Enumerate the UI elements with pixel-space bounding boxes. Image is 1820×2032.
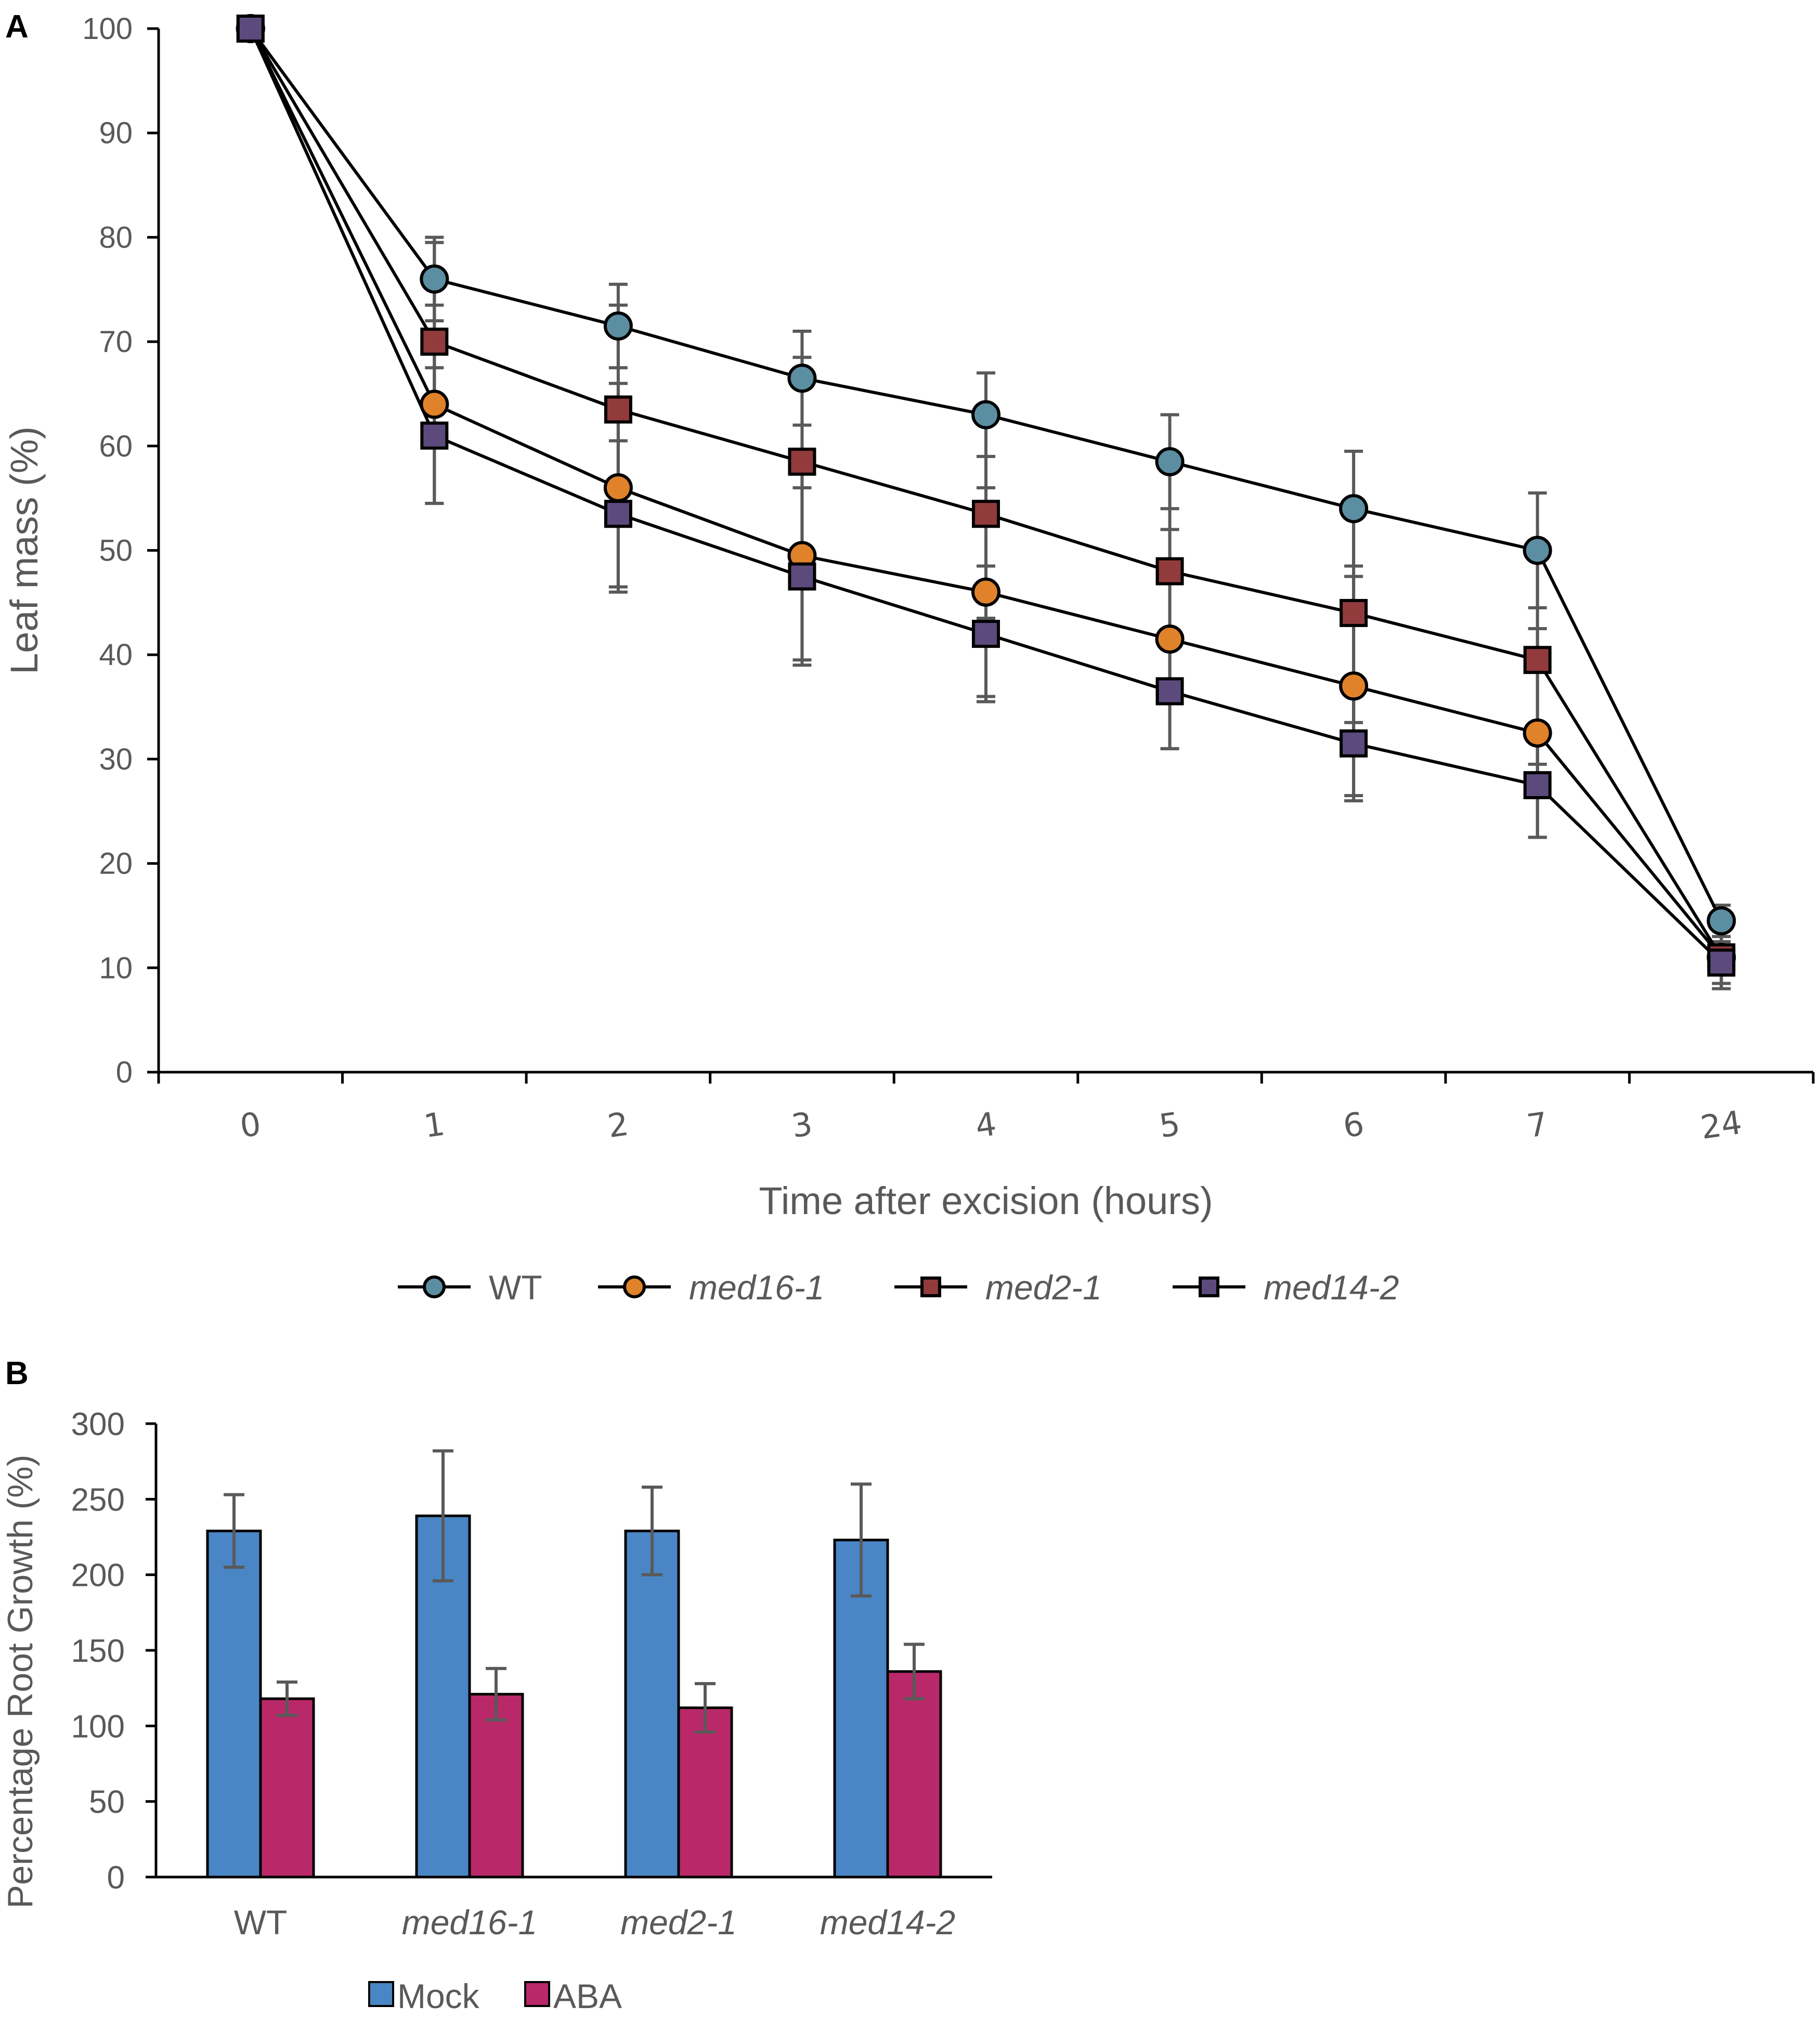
- x-tick-label: 0: [238, 1105, 263, 1145]
- point-WT-1: [420, 264, 449, 294]
- y-tick-label: 80: [99, 220, 133, 254]
- point-med2-1-2: [604, 395, 632, 424]
- bar-Mock-med2-1: [624, 1529, 680, 1879]
- y-tick-label: 300: [71, 1406, 125, 1442]
- point-med14-2-3: [788, 562, 816, 591]
- y-tick-label: 100: [82, 12, 133, 46]
- y-tick-label: 200: [71, 1558, 125, 1594]
- point-WT-3: [787, 363, 817, 393]
- point-med16-1-1: [420, 389, 449, 419]
- y-axis-title: Percentage Root Growth (%): [1, 1454, 40, 1908]
- point-med2-1-7: [1523, 646, 1552, 674]
- legend-label-ABA: ABA: [553, 1977, 622, 2015]
- point-WT-2: [603, 311, 633, 341]
- panel-label-a: A: [5, 9, 29, 45]
- y-tick-label: 50: [99, 534, 133, 568]
- legend-swatch-Mock: [368, 1981, 394, 2007]
- y-tick-label: 40: [99, 638, 133, 672]
- y-tick-label: 0: [116, 1056, 133, 1089]
- point-med2-1-3: [788, 447, 816, 476]
- x-tick-label: 2: [605, 1105, 631, 1145]
- point-WT-5: [1155, 447, 1185, 476]
- bar-ABA-WT: [259, 1697, 315, 1879]
- x-tick-label: med16-1: [402, 1903, 538, 1942]
- point-med16-1-5: [1155, 624, 1185, 654]
- x-tick-label: 3: [789, 1105, 815, 1145]
- point-WT-4: [971, 400, 1000, 429]
- y-tick-label: 20: [99, 847, 133, 881]
- bar-Mock-WT: [206, 1529, 262, 1879]
- leaf-mass-line-chart: 0 10 20 30 40 50 60 70 80 90 100 0 1 2 3 4 5 6 7 24 Time aft…: [3, 12, 1815, 1307]
- legend-marker-WT: [423, 1275, 446, 1298]
- y-tick-label: 70: [99, 325, 133, 359]
- x-tick-label: WT: [234, 1903, 288, 1942]
- point-med14-2-6: [1340, 729, 1368, 758]
- y-tick-label: 50: [89, 1784, 125, 1820]
- x-tick-label: 4: [973, 1105, 998, 1145]
- point-med14-2-1: [420, 421, 449, 450]
- point-med14-2-7: [1523, 771, 1552, 800]
- x-tick-label: 6: [1341, 1105, 1366, 1145]
- legend-label-WT: WT: [489, 1268, 542, 1307]
- legend-label-Mock: Mock: [397, 1977, 480, 2015]
- legend-label-med2-1: med2-1: [985, 1268, 1102, 1307]
- y-tick-label: 10: [99, 951, 133, 985]
- y-tick-label: 150: [71, 1633, 125, 1669]
- point-med16-1-7: [1523, 718, 1552, 748]
- x-axis-title: Time after excision (hours): [759, 1179, 1213, 1222]
- x-tick-label: 5: [1157, 1105, 1182, 1145]
- bar-ABA-med16-1: [468, 1692, 524, 1879]
- legend-swatch-ABA: [524, 1981, 550, 2007]
- point-WT-6: [1339, 494, 1369, 524]
- point-med14-2-24: [1707, 948, 1736, 977]
- point-med16-1-6: [1339, 671, 1369, 701]
- point-med2-1-1: [420, 328, 449, 356]
- x-tick-label: med14-2: [820, 1903, 956, 1942]
- y-axis-title: Leaf mass (%): [3, 426, 46, 674]
- y-tick-label: 0: [107, 1860, 125, 1896]
- point-med14-2-2: [604, 500, 632, 528]
- y-tick-label: 100: [71, 1709, 125, 1744]
- point-med2-1-5: [1155, 557, 1184, 585]
- x-tick-label: med2-1: [620, 1903, 737, 1942]
- point-med16-1-2: [603, 473, 633, 503]
- y-tick-label: 250: [71, 1482, 125, 1518]
- legend-marker-med14-2: [1199, 1276, 1219, 1297]
- y-tick-label: 30: [99, 743, 133, 776]
- point-med2-1-6: [1340, 598, 1368, 627]
- legend-label-med16-1: med16-1: [689, 1268, 825, 1307]
- x-tick-label: 1: [422, 1105, 447, 1145]
- point-med2-1-4: [972, 500, 1000, 528]
- point-med14-2-5: [1155, 677, 1184, 706]
- y-tick-label: 90: [99, 116, 133, 150]
- point-WT-7: [1523, 536, 1552, 565]
- point-med16-1-4: [971, 577, 1000, 607]
- point-WT-24: [1707, 906, 1736, 935]
- bar-ABA-med14-2: [886, 1670, 942, 1879]
- legend-marker-med2-1: [920, 1276, 941, 1297]
- legend-marker-med16-1: [623, 1275, 646, 1298]
- panel-label-b: B: [5, 1356, 29, 1391]
- y-tick-label: 60: [99, 429, 133, 463]
- point-med14-2-0: [236, 15, 265, 43]
- point-med14-2-4: [972, 620, 1000, 648]
- root-growth-bar-chart: 0 50 100 150 200 250 300 WT med16-1 med2-1 med14-2…: [1, 1406, 992, 2015]
- x-tick-label: 24: [1698, 1103, 1744, 1147]
- legend-label-med14-2: med14-2: [1264, 1268, 1399, 1307]
- x-tick-label: 7: [1525, 1105, 1550, 1145]
